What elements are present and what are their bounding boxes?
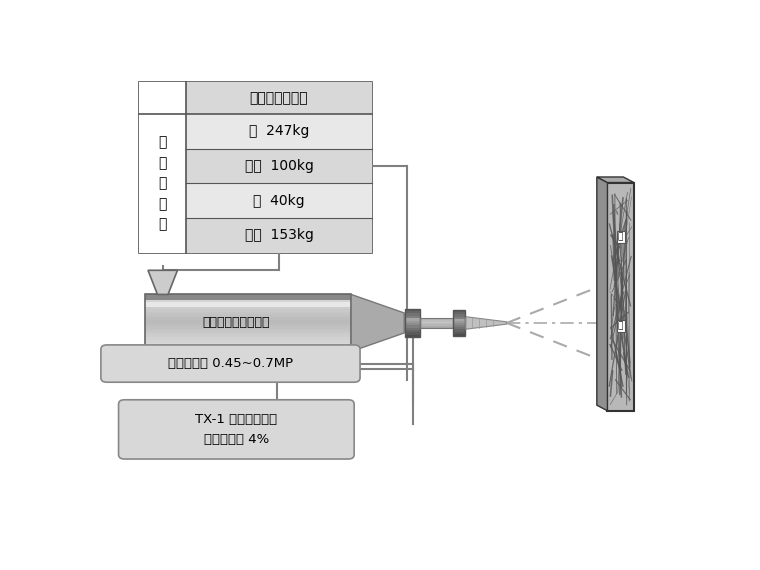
- Bar: [145, 320, 351, 323]
- Bar: [405, 325, 420, 328]
- Bar: [452, 316, 465, 319]
- Bar: [145, 302, 351, 307]
- Text: 水泥用量的 4%: 水泥用量的 4%: [204, 433, 269, 446]
- Bar: [420, 317, 452, 319]
- Bar: [145, 309, 351, 312]
- Polygon shape: [597, 177, 607, 411]
- Bar: [405, 332, 420, 335]
- Bar: [145, 312, 351, 315]
- Bar: [145, 326, 351, 329]
- Bar: [405, 309, 420, 337]
- Bar: [452, 323, 465, 325]
- Text: 混
凝
土
拌
合: 混 凝 土 拌 合: [159, 135, 167, 231]
- Bar: [452, 333, 465, 336]
- Text: 可参考的配合比: 可参考的配合比: [250, 91, 309, 105]
- Text: TX-1 型液体速凝剂: TX-1 型液体速凝剂: [195, 413, 277, 426]
- Polygon shape: [597, 177, 634, 182]
- Bar: [145, 303, 351, 306]
- Text: 水泥  100kg: 水泥 100kg: [245, 159, 313, 173]
- Bar: [145, 347, 351, 352]
- Bar: [405, 309, 420, 311]
- Bar: [145, 295, 351, 298]
- Bar: [405, 311, 420, 314]
- Bar: [145, 332, 351, 335]
- Bar: [452, 325, 465, 327]
- Bar: [420, 317, 452, 328]
- Bar: [139, 82, 186, 253]
- Bar: [452, 310, 465, 336]
- Bar: [420, 319, 452, 320]
- Polygon shape: [148, 270, 178, 295]
- FancyBboxPatch shape: [101, 345, 360, 382]
- Text: 砂  247kg: 砂 247kg: [249, 124, 309, 139]
- Bar: [139, 82, 372, 253]
- Bar: [405, 323, 420, 325]
- Text: 湿喷式混凝土喷射机: 湿喷式混凝土喷射机: [203, 316, 270, 329]
- Bar: [145, 335, 351, 337]
- Bar: [405, 328, 420, 330]
- Bar: [145, 295, 351, 352]
- Bar: [420, 324, 452, 325]
- FancyBboxPatch shape: [119, 400, 354, 459]
- Bar: [452, 315, 465, 316]
- Bar: [145, 349, 351, 352]
- Bar: [186, 82, 372, 114]
- Bar: [145, 317, 351, 320]
- Polygon shape: [465, 317, 507, 329]
- Bar: [420, 327, 452, 328]
- Bar: [452, 332, 465, 333]
- Bar: [186, 184, 372, 218]
- Bar: [405, 335, 420, 337]
- Bar: [145, 323, 351, 326]
- Polygon shape: [351, 295, 404, 352]
- Bar: [145, 346, 351, 349]
- Text: 石子  153kg: 石子 153kg: [245, 229, 313, 242]
- Bar: [452, 329, 465, 332]
- Bar: [420, 320, 452, 321]
- Bar: [452, 312, 465, 315]
- Bar: [405, 320, 420, 323]
- Bar: [452, 327, 465, 329]
- Bar: [405, 314, 420, 316]
- Bar: [145, 306, 351, 309]
- Bar: [145, 343, 351, 346]
- Bar: [405, 330, 420, 332]
- Text: 水  40kg: 水 40kg: [253, 194, 305, 207]
- Bar: [145, 300, 351, 303]
- Bar: [405, 318, 420, 320]
- Text: 岩: 岩: [618, 233, 623, 242]
- Bar: [405, 316, 420, 318]
- Bar: [452, 310, 465, 312]
- Bar: [452, 319, 465, 321]
- Bar: [145, 337, 351, 340]
- Text: 风压控制在 0.45~0.7MP: 风压控制在 0.45~0.7MP: [168, 357, 293, 370]
- Bar: [145, 329, 351, 332]
- Bar: [420, 323, 452, 324]
- Bar: [452, 321, 465, 323]
- Bar: [607, 182, 634, 411]
- Bar: [145, 298, 351, 300]
- Bar: [186, 218, 372, 253]
- Bar: [186, 114, 372, 149]
- Bar: [420, 321, 452, 323]
- Bar: [420, 325, 452, 327]
- Bar: [186, 149, 372, 184]
- Text: 面: 面: [618, 322, 623, 331]
- Bar: [145, 315, 351, 317]
- Bar: [145, 340, 351, 343]
- Bar: [145, 295, 351, 300]
